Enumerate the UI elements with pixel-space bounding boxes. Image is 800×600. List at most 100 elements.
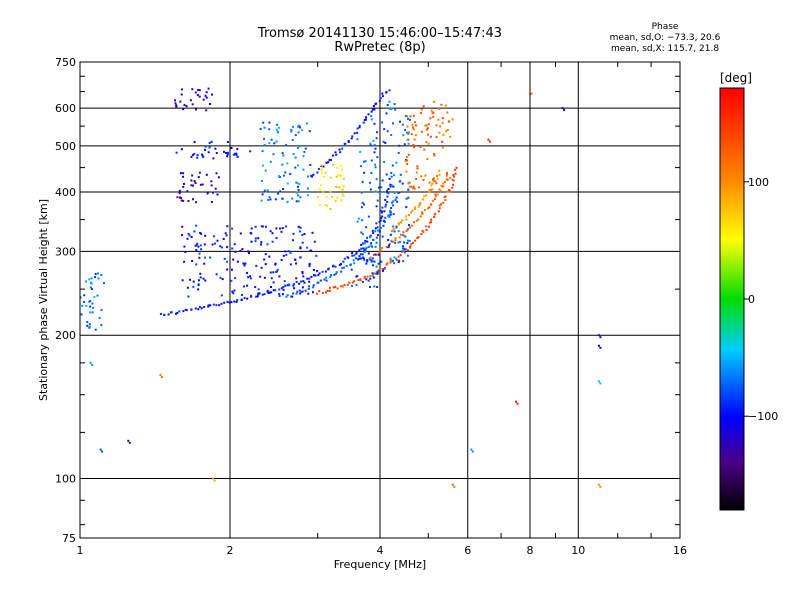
echo-point <box>94 273 97 275</box>
echo-point <box>200 248 203 251</box>
echo-point <box>299 230 301 233</box>
echo-point <box>289 172 292 175</box>
echo-point <box>284 284 287 287</box>
echo-point <box>199 272 202 275</box>
echo-point <box>386 189 388 192</box>
echo-point <box>356 138 359 141</box>
echo-point <box>597 483 600 486</box>
echo-point <box>194 244 197 247</box>
echo-point <box>208 146 211 149</box>
echo-point <box>397 192 400 194</box>
echo-point <box>427 142 430 145</box>
echo-point <box>307 288 310 290</box>
echo-point <box>274 289 277 292</box>
echo-point <box>243 285 245 288</box>
echo-point <box>407 182 410 185</box>
echo-point <box>355 252 358 255</box>
echo-point <box>372 276 375 279</box>
echo-point <box>388 89 391 92</box>
echo-point <box>369 275 372 277</box>
echo-point <box>187 232 190 235</box>
echo-point <box>367 246 370 248</box>
echo-point <box>88 325 91 328</box>
echo-point <box>396 200 399 203</box>
echo-point <box>408 185 411 188</box>
echo-point <box>392 200 395 203</box>
echo-point <box>413 187 416 190</box>
echo-point <box>416 165 419 168</box>
echo-point <box>324 204 327 206</box>
echo-point <box>255 295 257 298</box>
echo-point <box>409 226 412 229</box>
echo-point <box>404 160 407 162</box>
echo-point <box>309 163 312 166</box>
echo-point <box>424 209 426 211</box>
echo-point <box>411 241 414 244</box>
echo-point <box>386 262 389 265</box>
echo-point <box>416 237 419 239</box>
echo-point <box>339 174 342 177</box>
echo-point <box>234 277 237 280</box>
echo-point <box>395 226 398 229</box>
echo-point <box>195 201 198 204</box>
echo-point <box>287 250 290 253</box>
echo-point <box>196 154 199 157</box>
echo-point <box>276 268 279 271</box>
echo-point <box>399 180 402 183</box>
echo-point <box>426 127 429 130</box>
y-tick-label: 500 <box>55 140 76 153</box>
echo-point <box>395 259 398 261</box>
echo-point <box>261 293 264 296</box>
echo-point <box>423 195 425 198</box>
echo-point <box>359 278 362 281</box>
echo-point <box>316 196 319 199</box>
echo-point <box>341 267 344 270</box>
echo-point <box>286 162 289 165</box>
echo-point <box>421 211 424 214</box>
echo-point <box>215 304 218 307</box>
echo-point <box>389 213 392 216</box>
echo-point <box>374 147 377 150</box>
echo-point <box>282 188 285 190</box>
echo-point <box>437 118 440 121</box>
echo-point <box>295 200 298 203</box>
echo-point <box>268 255 271 258</box>
echo-point <box>452 174 455 176</box>
echo-point <box>411 123 414 126</box>
echo-point <box>414 134 417 137</box>
echo-point <box>332 264 335 267</box>
echo-point <box>183 245 186 248</box>
echo-point <box>266 243 269 246</box>
echo-point <box>97 277 100 280</box>
echo-point <box>395 225 398 228</box>
echo-point <box>360 247 363 250</box>
echo-point <box>197 176 200 179</box>
echo-point <box>375 205 378 208</box>
echo-point <box>516 402 519 405</box>
echo-point <box>373 108 376 111</box>
echo-point <box>281 227 284 230</box>
echo-point <box>299 256 302 259</box>
echo-point <box>376 131 379 134</box>
echo-points <box>80 87 602 488</box>
echo-point <box>301 234 304 237</box>
echo-point <box>243 297 246 299</box>
echo-point <box>259 128 262 130</box>
echo-point <box>371 108 374 111</box>
echo-point <box>397 223 400 226</box>
echo-point <box>214 242 216 245</box>
echo-point <box>382 269 384 272</box>
echo-point <box>201 153 203 156</box>
echo-point <box>190 308 193 311</box>
echo-point <box>399 233 402 236</box>
echo-point <box>335 153 338 156</box>
echo-point <box>597 380 600 383</box>
echo-point <box>275 227 278 230</box>
echo-point <box>223 257 226 260</box>
echo-point <box>191 153 194 156</box>
echo-point <box>370 242 373 245</box>
echo-point <box>435 124 438 127</box>
echo-point <box>269 160 272 163</box>
echo-point <box>374 190 377 193</box>
echo-point <box>389 259 392 262</box>
